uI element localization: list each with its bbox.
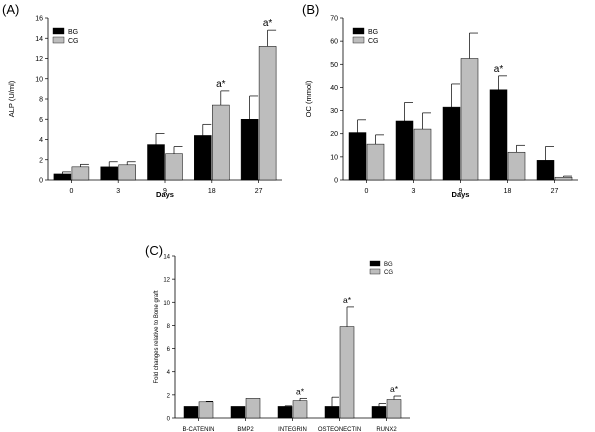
a-y-axis-title: ALP (U/ml) (7, 80, 16, 117)
b-bar-cg (460, 58, 479, 181)
b-bar-cg (554, 176, 573, 181)
b-legend-swatch-cg (352, 36, 365, 44)
c-significance-annotation: a* (343, 295, 352, 305)
a-y-tick-label: 2 (39, 157, 43, 164)
b-bar-cg (366, 143, 385, 181)
a-y-tick-label: 14 (35, 36, 43, 43)
c-y-tick-label: 14 (163, 255, 170, 261)
a-bar-cg (118, 164, 136, 181)
a-bar-bg (100, 166, 118, 181)
a-x-tick-label: 27 (255, 188, 263, 195)
a-legend-label-cg: CG (68, 38, 79, 45)
a-y-tick-label: 6 (39, 117, 43, 124)
c-legend-label-cg: CG (384, 270, 393, 276)
a-y-tick-label: 12 (35, 56, 43, 63)
b-x-tick-label: 27 (551, 188, 559, 195)
b-x-axis-title: Days (452, 190, 470, 199)
a-bar-bg (147, 144, 165, 181)
panel-a-label: (A) (2, 2, 20, 17)
c-y-tick-label: 8 (167, 324, 171, 330)
b-legend-swatch-bg (352, 27, 365, 35)
a-bar-cg (258, 46, 277, 181)
c-bar-cg (339, 326, 355, 419)
c-x-tick-label: BMP2 (237, 427, 254, 432)
a-x-tick-label: 0 (69, 188, 73, 195)
a-bar-cg (212, 104, 230, 181)
a-bar-bg (240, 119, 259, 181)
a-y-tick-label: 16 (35, 16, 43, 23)
c-y-tick-label: 4 (167, 370, 171, 376)
a-significance-annotation: a* (216, 79, 226, 90)
c-y-tick-label: 0 (167, 417, 171, 423)
a-x-tick-label: 18 (208, 188, 216, 195)
c-bar-cg (292, 400, 308, 419)
c-x-tick-label: OSTEONECTIN (318, 427, 361, 432)
c-bar-bg (230, 406, 246, 419)
b-y-tick-label: 40 (330, 85, 338, 92)
c-legend-swatch-bg (369, 260, 381, 267)
b-bar-bg (395, 120, 414, 181)
a-y-tick-label: 4 (39, 137, 43, 144)
a-y-tick-label: 0 (39, 178, 43, 185)
a-bar-bg (53, 173, 72, 181)
a-significance-annotation: a* (263, 18, 273, 29)
a-x-axis-title: Days (156, 190, 174, 199)
b-significance-annotation: a* (494, 64, 504, 75)
c-legend-label-bg: BG (384, 262, 393, 268)
a-legend-label-bg: BG (68, 29, 78, 36)
b-bar-cg (507, 151, 526, 181)
a-bar-bg (194, 135, 212, 181)
b-bar-bg (442, 106, 461, 181)
b-x-tick-label: 3 (412, 188, 416, 195)
c-significance-annotation: a* (390, 384, 399, 394)
c-bar-cg (245, 398, 261, 419)
b-bar-bg (536, 160, 555, 181)
b-y-tick-label: 20 (330, 131, 338, 138)
c-bar-bg (277, 406, 293, 419)
a-y-tick-label: 10 (35, 76, 43, 83)
b-x-tick-label: 9 (459, 188, 463, 195)
a-bar-cg (165, 153, 183, 181)
b-bar-bg (489, 89, 508, 181)
b-y-tick-label: 30 (330, 108, 338, 115)
c-y-tick-label: 2 (167, 393, 171, 399)
b-legend-label-cg: CG (368, 38, 379, 45)
a-legend-swatch-bg (52, 27, 65, 35)
c-x-tick-label: RUNX2 (376, 427, 397, 432)
b-bar-bg (348, 132, 367, 181)
b-x-tick-label: 18 (504, 188, 512, 195)
c-x-tick-label: B-CATENIN (183, 427, 215, 432)
a-x-tick-label: 3 (116, 188, 120, 195)
c-y-tick-label: 6 (167, 347, 171, 353)
panel-b-label: (B) (302, 2, 320, 17)
c-bar-cg (198, 401, 214, 419)
a-bar-cg (71, 166, 90, 181)
c-y-tick-label: 12 (163, 278, 170, 284)
c-y-axis-title: Fold changes relative to Bone graft (154, 290, 160, 383)
b-x-tick-label: 0 (365, 188, 369, 195)
a-y-tick-label: 8 (39, 97, 43, 104)
c-x-tick-label: INTEGRIN (278, 427, 307, 432)
b-legend-label-bg: BG (368, 29, 378, 36)
a-x-tick-label: 9 (163, 188, 167, 195)
b-y-tick-label: 50 (330, 62, 338, 69)
c-legend-swatch-cg (369, 268, 381, 275)
panel-c-label: (C) (145, 243, 164, 258)
b-bar-cg (413, 128, 432, 181)
c-bar-bg (324, 406, 340, 419)
b-y-tick-label: 0 (334, 178, 338, 185)
c-y-tick-label: 10 (163, 301, 170, 307)
b-y-tick-label: 70 (330, 16, 338, 23)
c-significance-annotation: a* (296, 386, 305, 396)
c-bar-bg (371, 406, 387, 419)
b-y-tick-label: 60 (330, 39, 338, 46)
b-y-tick-label: 10 (330, 154, 338, 161)
c-bar-bg (183, 406, 199, 419)
a-legend-swatch-cg (52, 36, 65, 44)
b-y-axis-title: OC (mmol) (304, 80, 313, 117)
c-bar-cg (386, 399, 402, 419)
